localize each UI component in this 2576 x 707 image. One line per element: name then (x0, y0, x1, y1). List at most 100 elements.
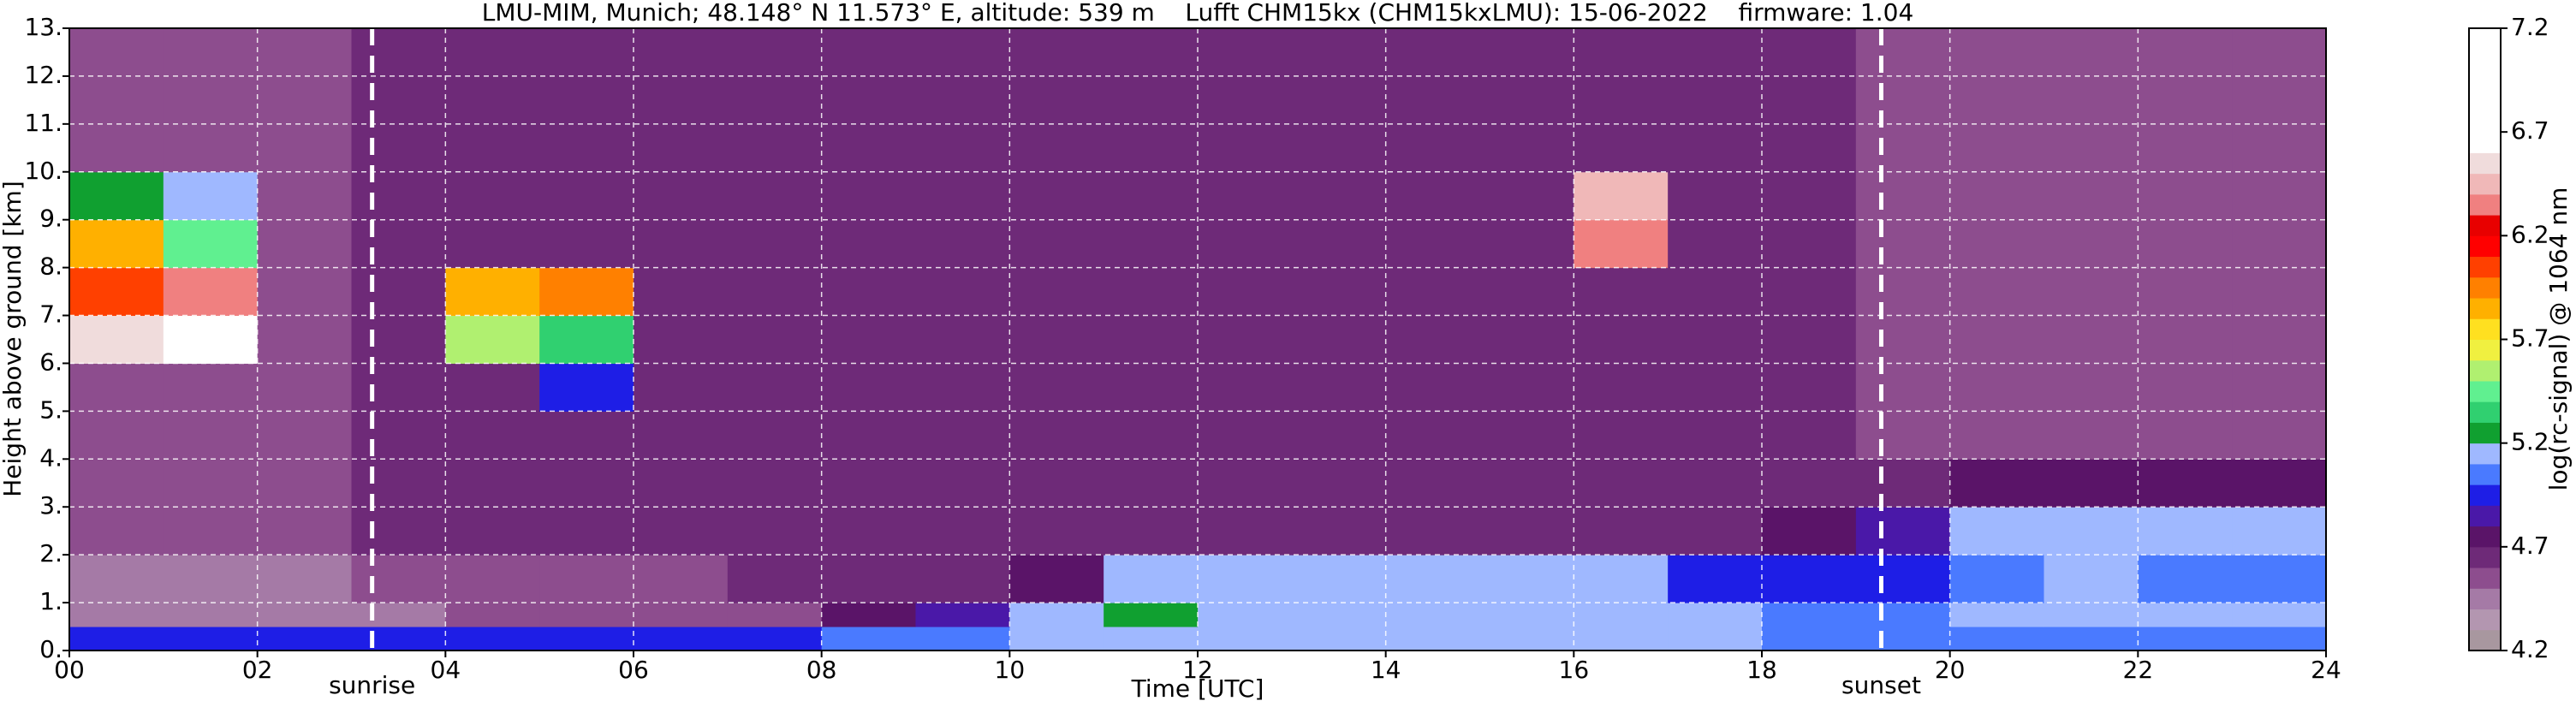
heatmap-cell (1762, 315, 1857, 364)
heatmap-cell (1762, 123, 1857, 173)
heatmap-cell (1668, 507, 1763, 556)
heatmap-cell (821, 75, 916, 125)
heatmap-cell (163, 171, 259, 221)
heatmap-cell (2044, 507, 2139, 556)
heatmap-cell (1104, 171, 1199, 221)
heatmap-cell (2232, 627, 2327, 651)
heatmap-cell (1291, 363, 1387, 412)
x-tick-label: 22 (2123, 656, 2154, 684)
heatmap-cell (1762, 411, 1857, 460)
heatmap-cell (2232, 267, 2327, 317)
heatmap-cell (821, 171, 916, 221)
heatmap-cell (257, 267, 352, 317)
heatmap-cell (163, 507, 259, 556)
heatmap-cell (727, 627, 823, 651)
heatmap-cell (727, 75, 823, 125)
heatmap-cell (634, 603, 729, 627)
colorbar-segment (2469, 90, 2501, 112)
heatmap-cell (1009, 555, 1104, 603)
heatmap-cell (727, 315, 823, 364)
colorbar-segment (2469, 276, 2501, 299)
colorbar-segment (2469, 339, 2501, 361)
heatmap-cell (2138, 627, 2233, 651)
heatmap-cell (69, 363, 164, 412)
heatmap-cell (445, 123, 540, 173)
heatmap-cell (1291, 123, 1387, 173)
heatmap-cell (2232, 123, 2327, 173)
heatmap-cell (1291, 315, 1387, 364)
heatmap-cell (2138, 219, 2233, 269)
heatmap-cell (539, 28, 634, 77)
x-tick-label: 08 (806, 656, 837, 684)
heatmap-cell (1949, 627, 2044, 651)
heatmap-cell (445, 315, 540, 364)
heatmap-cell (445, 411, 540, 460)
heatmap-cell (445, 507, 540, 556)
heatmap-cell (2044, 459, 2139, 508)
heatmap-cell (1762, 219, 1857, 269)
heatmap-cell (727, 171, 823, 221)
heatmap-cell (727, 123, 823, 173)
heatmap-cell (351, 315, 446, 364)
heatmap-cell (1385, 219, 1480, 269)
heatmap-cell (915, 507, 1010, 556)
heatmap-cell (1479, 28, 1574, 77)
heatmap-cell (163, 411, 259, 460)
heatmap-cell (1385, 267, 1480, 317)
heatmap-cell (1855, 411, 1951, 460)
colorbar-segment (2469, 49, 2501, 70)
heatmap-cell (1668, 555, 1763, 603)
heatmap-cell (1291, 28, 1387, 77)
heatmap-cell (445, 459, 540, 508)
heatmap-cell (1198, 315, 1293, 364)
heatmap-cell (2138, 28, 2233, 77)
heatmap-cell (915, 28, 1010, 77)
heatmap-cell (1198, 363, 1293, 412)
heatmap-cell (915, 627, 1010, 651)
heatmap-cell (351, 459, 446, 508)
heatmap-cell (1198, 267, 1293, 317)
colorbar-segment (2469, 546, 2501, 568)
x-tick-label: 24 (2311, 656, 2341, 684)
heatmap-cell (1574, 459, 1669, 508)
heatmap-cell (2232, 459, 2327, 508)
heatmap-cell (351, 507, 446, 556)
heatmap-cell (634, 459, 729, 508)
heatmap-cell (2232, 171, 2327, 221)
heatmap-cell (539, 123, 634, 173)
heatmap-cell (539, 219, 634, 269)
heatmap-cell (1291, 171, 1387, 221)
heatmap-cell (257, 507, 352, 556)
heatmap-cell (2044, 219, 2139, 269)
colorbar-tick-label: 5.7 (2511, 324, 2549, 353)
heatmap-cell (1198, 28, 1293, 77)
heatmap-cell (1385, 75, 1480, 125)
heatmap-cell (163, 75, 259, 125)
heatmap-cell (445, 627, 540, 651)
heatmap-cell (445, 555, 540, 603)
heatmap-cell (163, 459, 259, 508)
heatmap-cell (1949, 267, 2044, 317)
heatmap-cell (445, 75, 540, 125)
heatmap-cell (163, 555, 259, 603)
colorbar-segment (2469, 567, 2501, 589)
heatmap-cell (1855, 507, 1951, 556)
heatmap-cell (1762, 603, 1857, 627)
heatmap-cell (539, 507, 634, 556)
heatmap-cell (1385, 603, 1480, 627)
heatmap-cell (2044, 75, 2139, 125)
heatmap-cell (2232, 363, 2327, 412)
heatmap-cell (1104, 75, 1199, 125)
heatmap-cell (821, 123, 916, 173)
colorbar-segment (2469, 505, 2501, 527)
heatmap-cell (69, 171, 164, 221)
heatmap-cell (257, 603, 352, 627)
heatmap-cell (1291, 555, 1387, 603)
heatmap-cell (351, 603, 446, 627)
colorbar-segment (2469, 401, 2501, 423)
heatmap-cell (1855, 555, 1951, 603)
heatmap-cell (915, 267, 1010, 317)
colorbar-segment (2469, 110, 2501, 133)
heatmap-cell (1385, 627, 1480, 651)
x-tick-label: 12 (1182, 656, 1213, 684)
